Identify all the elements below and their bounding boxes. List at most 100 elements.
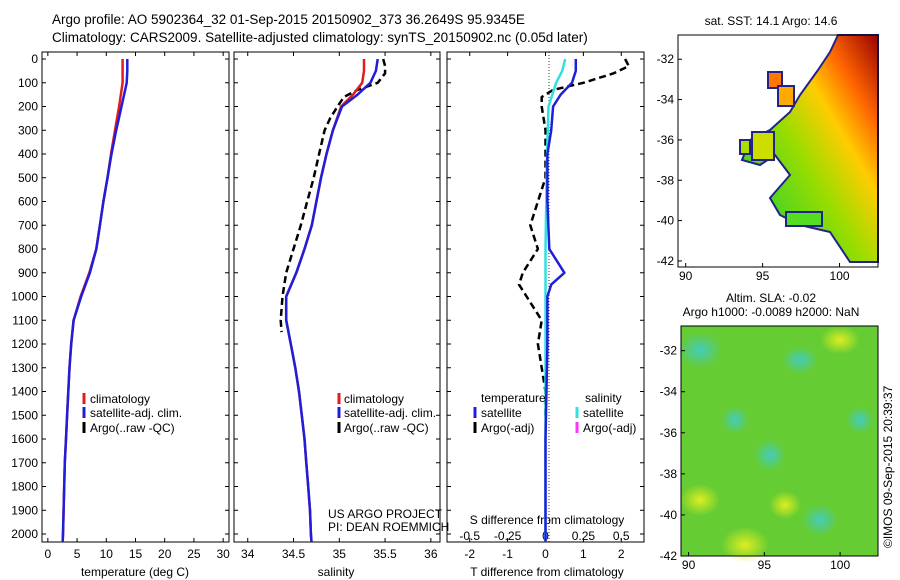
legend-label-argo: Argo(..raw -QC) [344,421,429,435]
depth-tick-label: 300 [18,123,38,137]
map-lat-label: -36 [657,133,675,147]
sla-map [678,325,879,563]
map-lat-label: -40 [660,508,678,522]
temperature-x-axis: 0 5 10 15 20 25 30 [45,52,230,561]
depth-tick-label: 100 [18,76,38,90]
temperature-xlabel: temperature (deg C) [81,565,189,579]
difference-legend: temperature salinity satellite Argo(-adj… [473,391,636,435]
map-lon-label: 100 [830,269,850,283]
legend-label-temp-satellite: satellite [481,406,522,420]
depth-tick-label: 1300 [11,361,38,375]
depth-tick-label: 1900 [11,503,38,517]
difference-x-axis: -2 -1 0 1 2 [464,52,625,561]
depth-tick-label: 200 [18,100,38,114]
salinity-difference-label: S difference from climatology [470,513,625,527]
sla-map-title1: Altim. SLA: -0.02 [726,291,816,305]
salinity-x-tick-label: 35.5 [373,547,397,561]
salinity-x-axis: 34 34.5 35 35.5 36 [241,52,438,561]
depth-tick-label: 900 [18,266,38,280]
depth-tick-label: 2000 [11,527,38,541]
map-lon-label: 95 [758,558,772,572]
temperature-x-tick-label: 15 [129,547,143,561]
legend-label-temp-argo: Argo(-adj) [481,421,534,435]
salinity-x-tick-label: 34.5 [282,547,306,561]
depth-tick-label: 1800 [11,480,38,494]
depth-tick-label: 500 [18,171,38,185]
temperature-x-tick-label: 5 [74,547,81,561]
sst-map-title: sat. SST: 14.1 Argo: 14.6 [705,14,838,28]
depth-tick-label: 700 [18,218,38,232]
salinity-x-tick-label: 35 [333,547,347,561]
depth-tick-label: 1400 [11,385,38,399]
temperature-diff-x-tick-label: 1 [580,547,587,561]
salinity-argo-line [279,58,387,333]
depth-tick-label: 400 [18,147,38,161]
temperature-diff-x-tick-label: 2 [618,547,625,561]
map-lat-label: -34 [660,385,678,399]
temperature-diff-x-tick-label: 0 [542,547,549,561]
salinity-legend: climatology satellite-adj. clim. Argo(..… [337,392,436,435]
temperature-x-tick-label: 30 [216,547,230,561]
legend-label-satellite: satellite-adj. clim. [90,406,182,420]
sst-patch [739,139,751,155]
depth-tick-label: 1700 [11,456,38,470]
sst-map [677,34,879,268]
depth-tick-label: 1200 [11,337,38,351]
temperature-diff-x-tick-label: -1 [502,547,513,561]
salinity-diff-tick-label: -0.5 [459,529,480,543]
temperature-satellite-line [61,59,129,542]
depth-tick-label: 1600 [11,432,38,446]
map-lat-label: -42 [657,254,675,268]
sst-patch [767,71,783,89]
salinity-panel-frame [233,51,441,543]
temperature-x-tick-label: 0 [45,547,52,561]
depth-tick-label: 1500 [11,408,38,422]
legend-label-argo: Argo(..raw -QC) [90,421,175,435]
temperature-x-tick-label: 20 [158,547,172,561]
map-lon-label: 90 [682,558,696,572]
legend-label-sal-argo: Argo(-adj) [583,421,636,435]
map-lon-label: 95 [756,269,770,283]
pi-credit: PI: DEAN ROEMMICH [328,520,449,534]
map-lat-label: -36 [660,426,678,440]
sst-patch [785,211,823,227]
tdiff-argo-line [517,58,631,416]
depth-tick-label: 1100 [12,313,38,327]
map-lon-label: 100 [830,558,850,572]
project-credit: US ARGO PROJECT [328,507,443,521]
climatology-subtitle: Climatology: CARS2009. Satellite-adjuste… [52,30,588,45]
sla-map-axes: -32 -34 -36 -38 -40 -42 90 95 100 [660,344,851,572]
salinity-diff-tick-label: 0.25 [572,529,596,543]
temperature-legend: climatology satellite-adj. clim. Argo(..… [82,392,182,435]
temperature-x-tick-label: 10 [100,547,114,561]
depth-axis: 0 100 200 300 400 500 600 700 800 900 1000 1100 1200… [11,52,644,541]
legend-title-temperature: temperature [481,391,546,405]
map-lat-label: -34 [657,93,675,107]
depth-tick-label: 0 [31,52,38,66]
map-lat-label: -38 [660,467,678,481]
legend-label-climatology: climatology [90,392,150,406]
legend-label-sal-satellite: satellite [583,406,624,420]
timestamp-stamp: ©IMOS 09-Sep-2015 20:39:37 [881,385,895,548]
salinity-xlabel: salinity [318,565,355,579]
map-lat-label: -38 [657,173,675,187]
sst-patch [777,85,795,107]
tdiff-satellite-line [544,59,578,542]
temperature-panel-frame [41,51,230,543]
sla-map-title2: Argo h1000: -0.0089 h2000: NaN [683,305,860,319]
temperature-diff-x-tick-label: -2 [464,547,475,561]
temperature-climatology-line [61,59,124,542]
salinity-x-tick-label: 34 [241,547,255,561]
map-lat-label: -42 [660,549,678,563]
map-lat-label: -32 [660,344,678,358]
difference-xlabel: T difference from climatology [470,565,624,579]
profile-title: Argo profile: AO 5902364_32 01-Sep-2015 … [52,12,525,27]
map-lat-label: -40 [657,214,675,228]
depth-tick-label: 800 [18,242,38,256]
map-lon-label: 90 [679,269,693,283]
legend-label-satellite: satellite-adj. clim. [344,406,436,420]
temperature-x-tick-label: 25 [187,547,201,561]
depth-tick-label: 600 [18,195,38,209]
salinity-satellite-line [284,58,379,542]
